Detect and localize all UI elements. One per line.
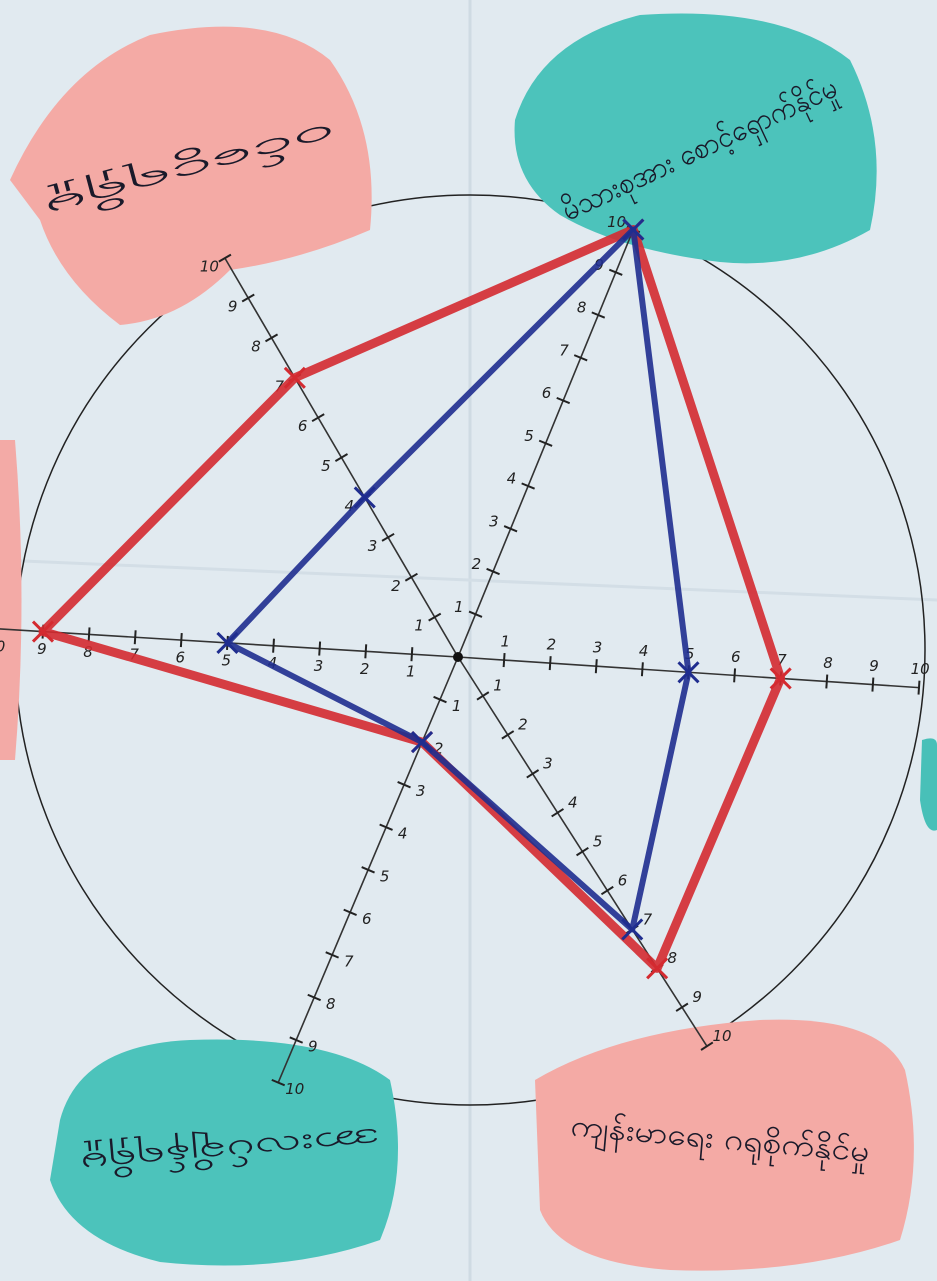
tick-label: 8 [577,299,587,317]
tick-mark [89,627,90,641]
tick-mark [319,642,320,656]
tick-mark [135,630,136,644]
tick-label: 1 [452,697,462,715]
chart: 1234567891012345678910123456789101234567… [0,0,937,1281]
tick-label: 7 [643,910,653,928]
tick-label: 10 [0,637,5,655]
tick-label: 8 [251,337,261,355]
tick-mark [411,647,412,661]
tick-label: 9 [37,640,47,658]
tick-mark [872,678,873,692]
tick-label: 5 [321,457,331,475]
tick-label: 3 [368,537,378,555]
tick-label: 10 [607,213,626,231]
tick-label: 1 [414,617,424,635]
page: {"chart_data": {"type": "radar", "catego… [0,0,937,1281]
tick-mark [826,675,827,689]
tick-label: 5 [380,867,390,885]
tick-label: 3 [593,639,603,657]
tick-mark [734,668,735,682]
tick-label: 4 [398,825,408,843]
tick-label: 1 [454,598,464,616]
tick-label: 9 [869,657,879,675]
tick-label: 9 [228,298,238,316]
tick-label: 1 [493,677,503,695]
tick-mark [642,662,643,676]
tick-label: 9 [308,1038,318,1056]
tick-label: 6 [298,417,308,435]
tick-label: 7 [344,952,354,970]
tick-label: 1 [406,663,416,681]
tick-mark [596,659,597,673]
tick-label: 6 [175,649,185,667]
tick-label: 4 [639,642,649,660]
tick-label: 2 [547,636,557,654]
tick-label: 1 [501,633,511,651]
tick-mark [550,656,551,670]
tick-label: 4 [507,470,517,488]
tick-label: 10 [200,258,219,276]
tick-label: 7 [559,341,569,359]
tick-mark [919,681,920,695]
tick-label: 6 [542,384,552,402]
tick-label: 10 [911,660,930,678]
tick-label: 5 [593,832,603,850]
tick-label: 3 [543,755,553,773]
tick-label: 9 [692,988,702,1006]
tick-label: 2 [472,555,482,573]
tick-label: 6 [362,910,372,928]
tick-label: 5 [524,427,534,445]
tick-label: 6 [731,648,741,666]
tick-mark [181,633,182,647]
tick-label: 2 [518,716,528,734]
tick-mark [273,639,274,653]
center-dot [453,652,463,662]
tick-label: 2 [360,660,370,678]
tick-mark [365,644,366,658]
tick-label: 3 [314,657,324,675]
tick-label: 10 [285,1080,304,1098]
tick-label: 3 [416,782,426,800]
tick-label: 10 [713,1027,732,1045]
tick-mark [504,653,505,667]
note [0,440,22,760]
tick-label: 3 [489,512,499,530]
tick-label: 4 [568,793,578,811]
tick-label: 5 [222,651,232,669]
tick-label: 8 [326,995,336,1013]
tick-label: 2 [391,577,401,595]
tick-label: 8 [823,654,833,672]
tick-label: 6 [618,871,628,889]
